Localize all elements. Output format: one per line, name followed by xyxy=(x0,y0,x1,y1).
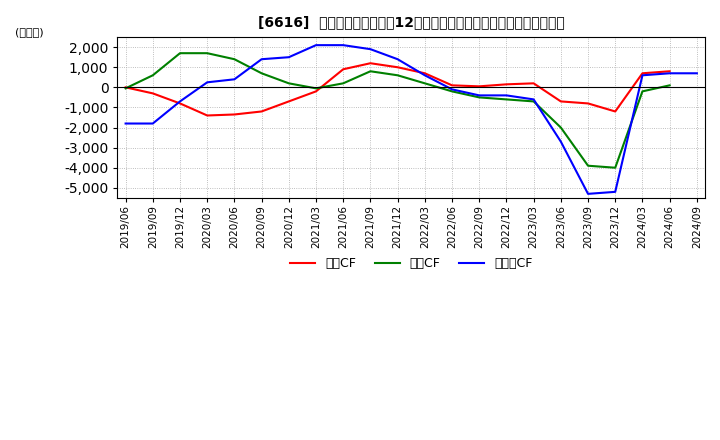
投資CF xyxy=(121,86,130,91)
営業CF xyxy=(529,81,538,86)
投資CF xyxy=(665,83,674,88)
営業CF xyxy=(339,66,348,72)
フリーCF xyxy=(148,121,157,126)
フリーCF xyxy=(339,43,348,48)
フリーCF xyxy=(529,97,538,102)
営業CF xyxy=(420,71,429,76)
営業CF xyxy=(312,89,320,94)
フリーCF xyxy=(257,57,266,62)
フリーCF xyxy=(475,93,484,98)
投資CF xyxy=(448,89,456,94)
フリーCF xyxy=(284,55,293,60)
Line: フリーCF: フリーCF xyxy=(125,45,697,194)
営業CF xyxy=(665,69,674,74)
投資CF xyxy=(557,125,565,130)
営業CF xyxy=(148,91,157,96)
フリーCF xyxy=(584,191,593,197)
営業CF xyxy=(176,101,184,106)
投資CF xyxy=(203,51,212,56)
営業CF xyxy=(230,112,239,117)
営業CF xyxy=(366,61,374,66)
フリーCF xyxy=(693,71,701,76)
営業CF xyxy=(584,101,593,106)
フリーCF xyxy=(638,73,647,78)
Line: 投資CF: 投資CF xyxy=(125,53,670,168)
営業CF xyxy=(611,109,619,114)
フリーCF xyxy=(448,87,456,92)
フリーCF xyxy=(611,189,619,194)
フリーCF xyxy=(665,71,674,76)
営業CF xyxy=(557,99,565,104)
投資CF xyxy=(366,69,374,74)
投資CF xyxy=(475,95,484,100)
Legend: 営業CF, 投資CF, フリーCF: 営業CF, 投資CF, フリーCF xyxy=(285,252,538,275)
Title: [6616]  キャッシュフローの12か月移動合計の対前年同期増減額の推移: [6616] キャッシュフローの12か月移動合計の対前年同期増減額の推移 xyxy=(258,15,564,29)
投資CF xyxy=(230,57,239,62)
投資CF xyxy=(502,97,510,102)
投資CF xyxy=(148,73,157,78)
投資CF xyxy=(176,51,184,56)
投資CF xyxy=(312,86,320,91)
フリーCF xyxy=(230,77,239,82)
営業CF xyxy=(638,71,647,76)
投資CF xyxy=(420,81,429,86)
営業CF xyxy=(393,65,402,70)
フリーCF xyxy=(502,93,510,98)
フリーCF xyxy=(176,99,184,104)
フリーCF xyxy=(312,43,320,48)
営業CF xyxy=(502,82,510,87)
投資CF xyxy=(393,73,402,78)
営業CF xyxy=(448,83,456,88)
投資CF xyxy=(257,71,266,76)
営業CF xyxy=(284,99,293,104)
フリーCF xyxy=(366,47,374,52)
営業CF xyxy=(121,85,130,90)
営業CF xyxy=(475,84,484,89)
投資CF xyxy=(638,89,647,94)
投資CF xyxy=(284,81,293,86)
投資CF xyxy=(584,163,593,169)
投資CF xyxy=(611,165,619,170)
営業CF xyxy=(257,109,266,114)
投資CF xyxy=(339,81,348,86)
投資CF xyxy=(529,99,538,104)
フリーCF xyxy=(557,139,565,144)
フリーCF xyxy=(121,121,130,126)
Y-axis label: (百万円): (百万円) xyxy=(15,27,44,37)
Line: 営業CF: 営業CF xyxy=(125,63,670,115)
フリーCF xyxy=(203,80,212,85)
フリーCF xyxy=(420,73,429,78)
営業CF xyxy=(203,113,212,118)
フリーCF xyxy=(393,57,402,62)
